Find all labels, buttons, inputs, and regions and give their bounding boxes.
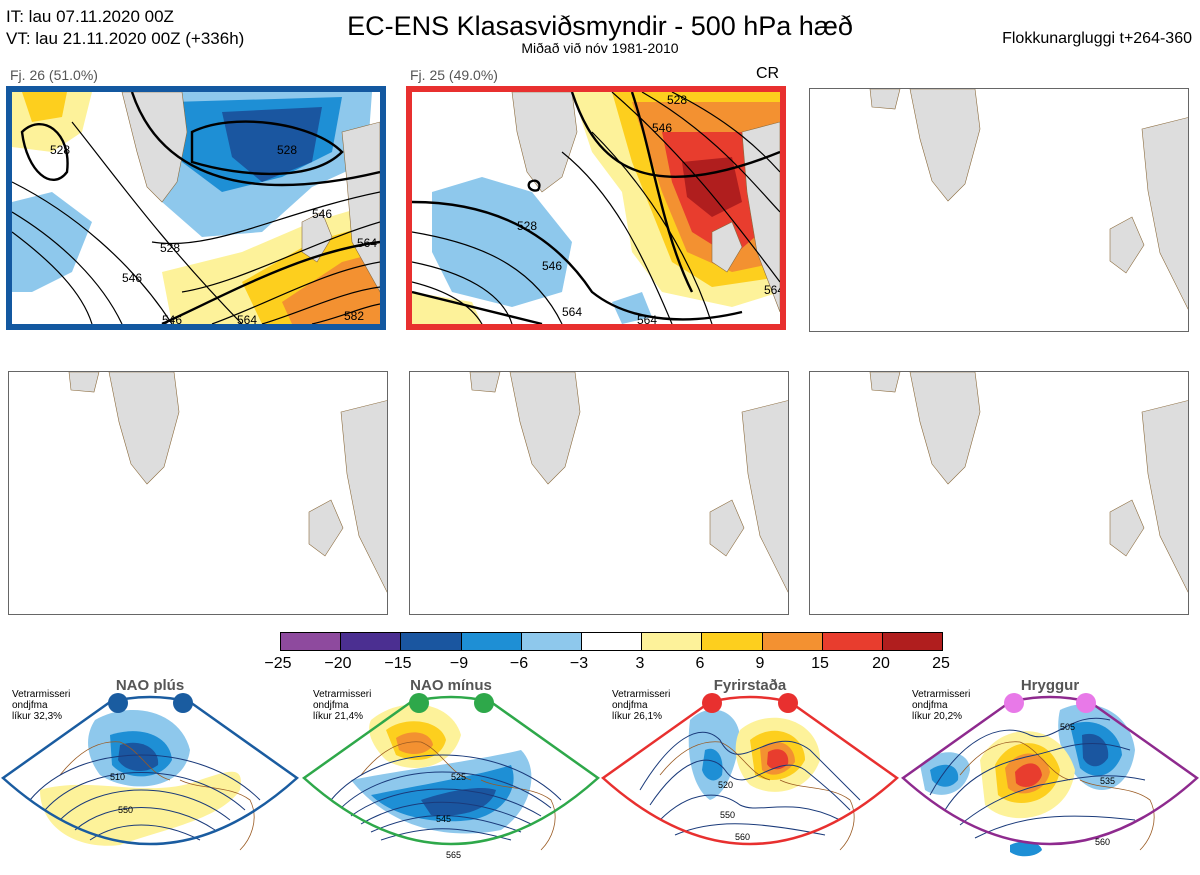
colorbar-tick: −15 bbox=[384, 655, 412, 672]
cluster-2-anomaly-map: 528 528 546 546 564 564 564 bbox=[412, 92, 780, 324]
header-times: IT: lau 07.11.2020 00Z VT: lau 21.11.202… bbox=[6, 6, 244, 50]
cluster-2-map[interactable]: 528 528 546 546 564 564 564 bbox=[406, 86, 786, 330]
colorbar-tick: 9 bbox=[755, 655, 765, 672]
cluster-1-contour-label: 546 bbox=[162, 313, 182, 324]
colorbar-swatch bbox=[702, 633, 763, 650]
regime-contour-label: 565 bbox=[446, 850, 461, 860]
regime-contour-label: 535 bbox=[1100, 776, 1115, 786]
regime-note: Vetrarmisseri ondjfma líkur 32,3% bbox=[12, 689, 71, 722]
regime-blocking-map: 520 550 560 bbox=[601, 693, 899, 851]
regime-dot bbox=[1076, 693, 1096, 713]
colorbar-swatch bbox=[281, 633, 342, 650]
base-map bbox=[68, 372, 387, 593]
cluster-2-tag: CR bbox=[756, 65, 780, 82]
cluster-2-contour-label: 546 bbox=[542, 259, 562, 273]
cluster-1-contour-label: 546 bbox=[312, 207, 332, 221]
colorbar-tick: −25 bbox=[264, 655, 292, 672]
cluster-2-contour-label: 546 bbox=[652, 121, 672, 135]
base-map bbox=[869, 89, 1188, 310]
regime-contour-label: 550 bbox=[720, 810, 735, 820]
issue-time: IT: lau 07.11.2020 00Z bbox=[6, 7, 174, 26]
cluster-2-label: Fj. 25 (49.0%) bbox=[410, 67, 498, 83]
valid-time: VT: lau 21.11.2020 00Z (+336h) bbox=[6, 29, 245, 48]
colorbar-tick: 25 bbox=[932, 655, 950, 672]
colorbar-swatch bbox=[581, 633, 643, 650]
empty-cluster-panel[interactable] bbox=[409, 371, 789, 615]
base-map bbox=[469, 372, 788, 593]
regime-note: Vetrarmisseri ondjfma líkur 21,4% bbox=[313, 689, 372, 722]
colorbar-swatch bbox=[401, 633, 462, 650]
regime-contour-label: 520 bbox=[718, 780, 733, 790]
classification-window: Flokkunargluggi t+264-360 bbox=[1002, 30, 1192, 47]
regime-title: NAO mínus bbox=[410, 677, 492, 694]
regime-contour-label: 505 bbox=[1060, 722, 1075, 732]
anomaly-colorbar bbox=[280, 632, 943, 651]
regime-contour-label: 510 bbox=[110, 772, 125, 782]
cluster-2-contour-label: 528 bbox=[667, 93, 687, 107]
regime-note: Vetrarmisseri ondjfma líkur 20,2% bbox=[912, 689, 971, 722]
regime-dot bbox=[474, 693, 494, 713]
cluster-1-contour-label: 528 bbox=[50, 143, 70, 157]
regime-ridge-map: 505 535 560 bbox=[901, 693, 1199, 857]
colorbar-tick: 6 bbox=[695, 655, 705, 672]
cluster-2-contour-label: 564 bbox=[637, 313, 657, 324]
colorbar-tick: 15 bbox=[811, 655, 829, 672]
regime-dot bbox=[173, 693, 193, 713]
colorbar-tick: −9 bbox=[449, 655, 469, 672]
empty-cluster-panel[interactable] bbox=[809, 371, 1189, 615]
cluster-1-map[interactable]: 528 528 528 546 546 564 564 582 546 bbox=[6, 86, 386, 330]
regime-contour-label: 560 bbox=[735, 832, 750, 842]
colorbar-tick: 3 bbox=[635, 655, 645, 672]
regime-title: Hryggur bbox=[1020, 677, 1080, 694]
colorbar-tick: −6 bbox=[509, 655, 529, 672]
regime-dot bbox=[702, 693, 722, 713]
cluster-1-contour-label: 546 bbox=[122, 271, 142, 285]
cluster-1-label: Fj. 26 (51.0%) bbox=[10, 67, 98, 83]
regime-contour-label: 545 bbox=[436, 814, 451, 824]
empty-cluster-panel[interactable] bbox=[8, 371, 388, 615]
colorbar-ticks: −25 −20 −15 −9 −6 −3 3 6 9 15 20 25 bbox=[0, 655, 1200, 675]
base-map bbox=[869, 372, 1188, 593]
empty-cluster-panel[interactable] bbox=[809, 88, 1189, 332]
regime-nao-plus[interactable]: 510 550 NAO plús Vetrarmisseri ondjfma l… bbox=[0, 677, 300, 875]
page-title: EC-ENS Klasasviðsmyndir - 500 hPa hæð bbox=[347, 11, 853, 41]
colorbar-swatch bbox=[521, 633, 582, 650]
colorbar-tick: −3 bbox=[569, 655, 589, 672]
regime-nao-minus[interactable]: 525 545 565 NAO mínus Vetrarmisseri ondj… bbox=[301, 677, 601, 875]
cluster-2-contour-label: 564 bbox=[764, 283, 780, 297]
cluster-2-contour-label: 564 bbox=[562, 305, 582, 319]
colorbar-tick: 20 bbox=[872, 655, 890, 672]
regime-contour-label: 550 bbox=[118, 805, 133, 815]
cluster-2-contour-label: 528 bbox=[517, 219, 537, 233]
regime-blocking[interactable]: 520 550 560 Fyrirstaða Vetrarmisseri ond… bbox=[600, 677, 900, 875]
regime-nao-minus-map: 525 545 565 bbox=[302, 693, 600, 860]
colorbar-swatch bbox=[822, 633, 883, 650]
colorbar-swatch bbox=[762, 633, 823, 650]
cluster-1-contour-label: 582 bbox=[344, 309, 364, 323]
colorbar-swatch bbox=[341, 633, 402, 650]
regime-dot bbox=[409, 693, 429, 713]
regime-dot bbox=[108, 693, 128, 713]
regime-dot bbox=[778, 693, 798, 713]
cluster-1-contour-label: 528 bbox=[277, 143, 297, 157]
colorbar-swatch bbox=[882, 633, 943, 650]
regime-ridge[interactable]: 505 535 560 Hryggur Vetrarmisseri ondjfm… bbox=[900, 677, 1200, 875]
regime-note: Vetrarmisseri ondjfma líkur 26,1% bbox=[612, 689, 671, 722]
regime-contour-label: 560 bbox=[1095, 837, 1110, 847]
regime-dot bbox=[1004, 693, 1024, 713]
cluster-1-anomaly-map: 528 528 528 546 546 564 564 582 546 bbox=[12, 92, 380, 324]
cluster-1-contour-label: 564 bbox=[357, 236, 377, 250]
colorbar-swatch bbox=[461, 633, 522, 650]
cluster-1-contour-label: 564 bbox=[237, 313, 257, 324]
colorbar-swatch bbox=[642, 633, 703, 650]
regime-title: NAO plús bbox=[115, 677, 185, 694]
cluster-1-contour-label: 528 bbox=[160, 241, 180, 255]
page-subtitle: Miðað við nóv 1981-2010 bbox=[521, 40, 679, 56]
colorbar-tick: −20 bbox=[324, 655, 352, 672]
regime-contour-label: 525 bbox=[451, 772, 466, 782]
regime-nao-plus-map: 510 550 bbox=[1, 693, 299, 851]
regime-title: Fyrirstaða bbox=[713, 677, 787, 694]
